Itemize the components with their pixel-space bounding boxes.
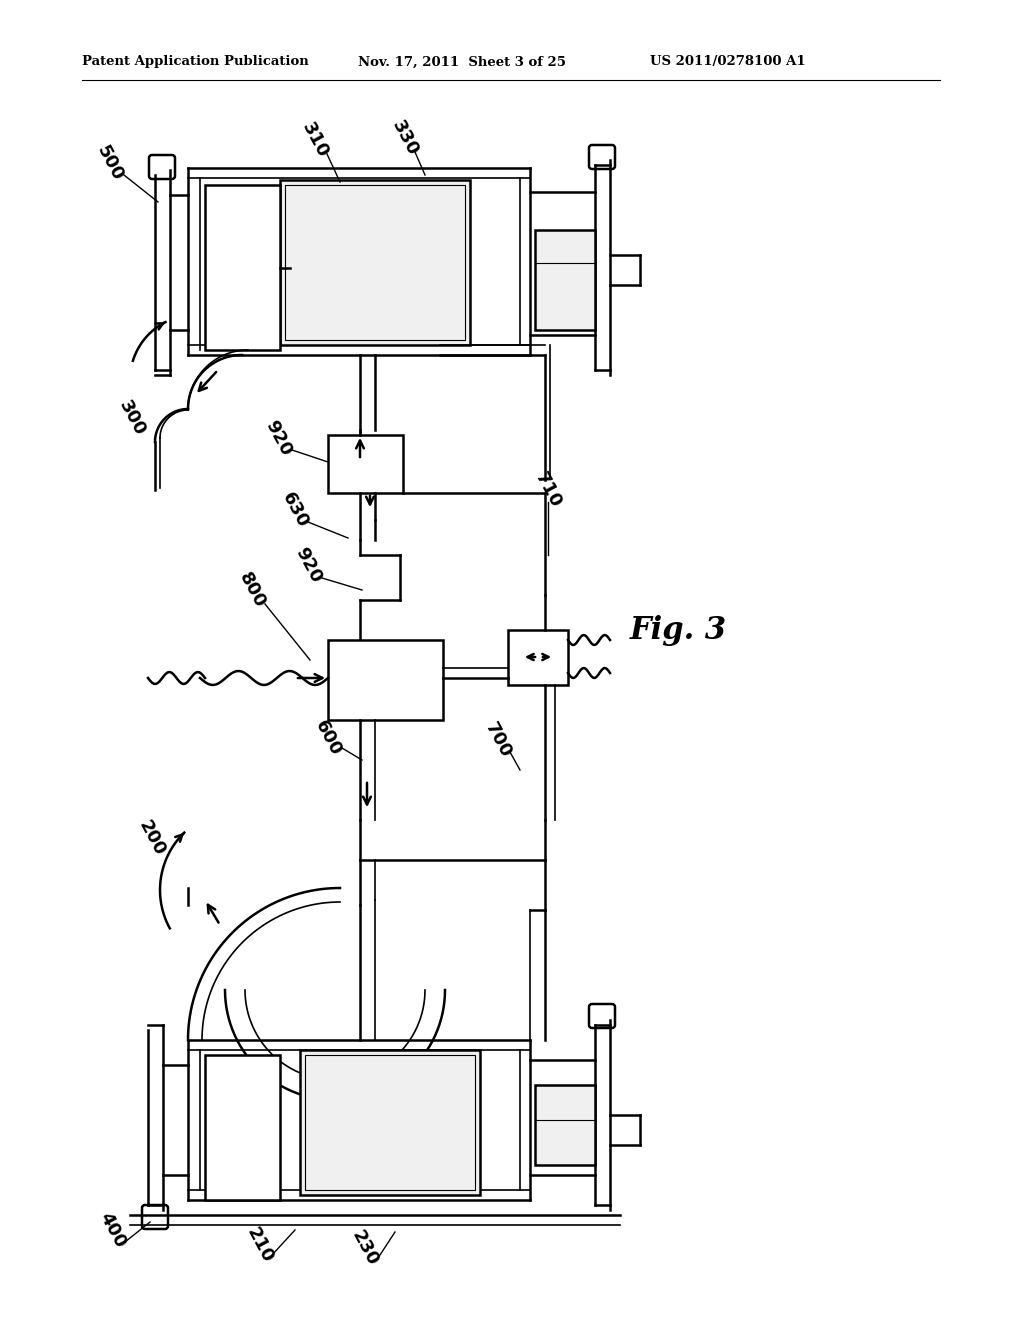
Text: 920: 920 <box>261 417 295 459</box>
FancyBboxPatch shape <box>589 145 615 169</box>
Ellipse shape <box>218 1134 266 1156</box>
Text: Patent Application Publication: Patent Application Publication <box>82 55 309 69</box>
Bar <box>305 1055 475 1191</box>
Text: 700: 700 <box>481 719 515 760</box>
Text: 600: 600 <box>311 717 345 759</box>
Ellipse shape <box>234 1110 249 1119</box>
Ellipse shape <box>234 1140 249 1150</box>
Bar <box>285 185 465 341</box>
Ellipse shape <box>234 1170 249 1180</box>
Text: 920: 920 <box>291 544 325 586</box>
Ellipse shape <box>218 205 266 226</box>
Ellipse shape <box>234 242 249 252</box>
Text: 630: 630 <box>279 490 311 531</box>
Text: 500: 500 <box>93 143 127 183</box>
Bar <box>328 640 443 719</box>
Ellipse shape <box>218 1164 266 1185</box>
Bar <box>280 180 470 345</box>
Ellipse shape <box>218 236 266 257</box>
Text: Fig. 3: Fig. 3 <box>630 615 727 645</box>
Text: Nov. 17, 2011  Sheet 3 of 25: Nov. 17, 2011 Sheet 3 of 25 <box>358 55 566 69</box>
Ellipse shape <box>234 306 249 315</box>
Ellipse shape <box>234 1080 249 1090</box>
FancyBboxPatch shape <box>142 1205 168 1229</box>
Bar <box>205 185 280 350</box>
Bar <box>328 436 403 492</box>
Ellipse shape <box>218 1104 266 1126</box>
Bar <box>300 1049 480 1195</box>
Ellipse shape <box>234 275 249 284</box>
Text: US 2011/0278100 A1: US 2011/0278100 A1 <box>650 55 806 69</box>
Bar <box>508 630 568 685</box>
FancyBboxPatch shape <box>150 154 175 180</box>
Text: 710: 710 <box>531 469 565 511</box>
Bar <box>535 230 595 330</box>
Text: 310: 310 <box>298 119 332 161</box>
Text: 800: 800 <box>236 569 268 611</box>
Ellipse shape <box>218 300 266 322</box>
Text: 330: 330 <box>388 117 422 158</box>
Ellipse shape <box>234 210 249 220</box>
Bar <box>535 1085 595 1166</box>
Text: 230: 230 <box>348 1228 382 1269</box>
Ellipse shape <box>218 268 266 290</box>
Text: 200: 200 <box>135 817 169 859</box>
Text: 400: 400 <box>95 1209 129 1251</box>
Bar <box>205 1055 280 1200</box>
Text: 210: 210 <box>244 1224 276 1266</box>
Text: 300: 300 <box>116 397 148 438</box>
FancyBboxPatch shape <box>589 1005 615 1028</box>
Ellipse shape <box>218 1074 266 1096</box>
